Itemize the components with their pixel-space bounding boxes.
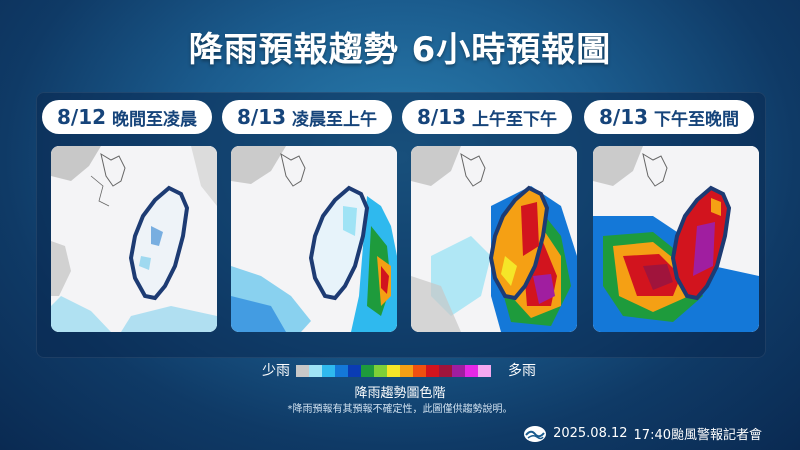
forecast-panel-4: 8/13 下午至晚間 (584, 100, 759, 332)
forecast-panel-2: 8/13 凌晨至上午 (222, 100, 397, 332)
legend-swatch-3 (322, 365, 335, 377)
panel-label-3: 8/13 上午至下午 (402, 100, 572, 134)
rain-map-svg-1 (51, 146, 217, 332)
legend-swatch-4 (335, 365, 348, 377)
legend-swatch-8 (387, 365, 400, 377)
legend-swatch-10 (413, 365, 426, 377)
forecast-panel-3: 8/13 上午至下午 (402, 100, 577, 332)
footer-date: 2025.08.12 (553, 426, 628, 441)
rain-map-2 (231, 146, 397, 332)
legend-swatch-7 (374, 365, 387, 377)
legend-swatch-2 (309, 365, 322, 377)
legend-swatch-11 (426, 365, 439, 377)
rain-map-4 (593, 146, 759, 332)
legend-swatch-6 (361, 365, 374, 377)
panel-period-2: 凌晨至上午 (292, 109, 378, 130)
legend-title: 降雨趨勢圖色階 (354, 386, 446, 401)
rain-map-svg-2 (231, 146, 397, 332)
panel-date-3: 8/13 (416, 105, 467, 129)
panel-period-1: 晚間至凌晨 (112, 109, 198, 130)
rain-map-svg-4 (593, 146, 759, 332)
panel-date-2: 8/13 (236, 105, 287, 129)
legend-swatch-14 (465, 365, 478, 377)
legend-swatch-15 (478, 365, 491, 377)
panel-date-1: 8/12 (56, 105, 107, 129)
rain-map-1 (51, 146, 217, 332)
panel-date-4: 8/13 (598, 105, 649, 129)
panel-label-2: 8/13 凌晨至上午 (222, 100, 392, 134)
disclaimer-text: *降雨預報有其預報不確定性，此圖僅供趨勢說明。 (287, 404, 513, 415)
panel-period-4: 下午至晚間 (654, 109, 740, 130)
panel-label-4: 8/13 下午至晚間 (584, 100, 754, 134)
cwa-logo-icon (524, 425, 547, 442)
legend-swatch-12 (439, 365, 452, 377)
legend-low-label: 少雨 (262, 363, 290, 379)
page-title: 降雨預報趨勢 6小時預報圖 (188, 30, 612, 70)
footer-event: 17:40颱風警報記者會 (633, 428, 762, 443)
legend-high-label: 多雨 (508, 363, 536, 379)
panel-period-3: 上午至下午 (472, 109, 558, 130)
footer: 2025.08.12 17:40颱風警報記者會 (523, 424, 762, 443)
legend-swatch-9 (400, 365, 413, 377)
legend-swatch-1 (296, 365, 309, 377)
legend-swatch-13 (452, 365, 465, 377)
rain-map-3 (411, 146, 577, 332)
rain-map-svg-3 (411, 146, 577, 332)
color-scale-legend: 少雨 多雨 (0, 361, 800, 381)
forecast-panel-1: 8/12 晚間至凌晨 (42, 100, 217, 332)
legend-color-bar (296, 365, 491, 377)
legend-swatch-5 (348, 365, 361, 377)
panel-label-1: 8/12 晚間至凌晨 (42, 100, 212, 134)
